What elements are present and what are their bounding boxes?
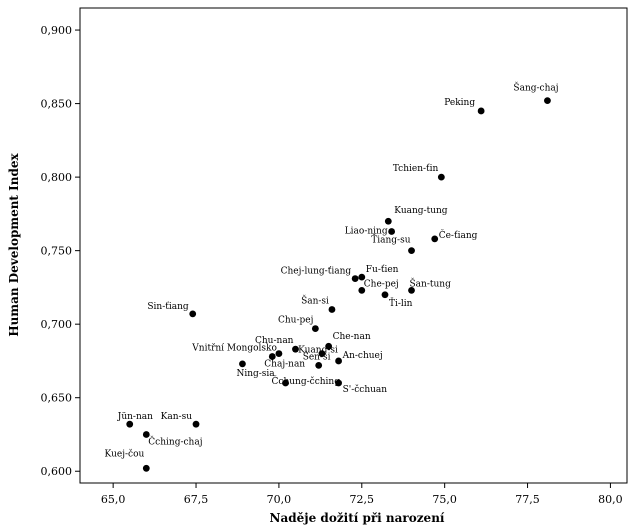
data-point <box>275 350 283 357</box>
data-point <box>239 360 246 368</box>
x-axis: 65,0 67,5 70,0 72,5 75,0 77,5 80,0 <box>101 483 623 506</box>
data-point <box>408 286 415 294</box>
y-tick-label: 0,650 <box>41 392 73 405</box>
data-point <box>328 306 336 313</box>
point-label: Jün-nan <box>117 412 153 422</box>
point-label: Vnitřní Mongolsko <box>191 343 277 354</box>
y-tick-label: 0,600 <box>41 465 73 478</box>
data-point <box>437 173 445 181</box>
point-label: Fu-ťien <box>366 264 399 275</box>
y-axis: 0,600 0,650 0,700 0,750 0,800 0,850 0,900 <box>41 24 80 478</box>
point-label: Ning-sia <box>236 369 275 379</box>
data-point <box>335 357 342 365</box>
data-point <box>381 291 389 299</box>
point-label: Šan-tung <box>410 277 452 289</box>
point-label: Che-nan <box>333 332 371 342</box>
x-tick-label: 67,5 <box>184 493 209 506</box>
x-tick-label: 70,0 <box>267 493 292 506</box>
data-point <box>292 345 299 353</box>
point-label: Kuang-tung <box>394 206 447 216</box>
data-point <box>358 273 366 281</box>
data-points <box>126 97 551 472</box>
data-point <box>142 431 150 438</box>
point-label: Peking <box>444 98 475 108</box>
y-tick-label: 0,850 <box>41 98 73 111</box>
point-label: Čchung-čching <box>272 375 341 387</box>
point-label: Če-ťiang <box>439 229 478 241</box>
data-point <box>544 97 551 105</box>
point-label: Ťi-lin <box>389 297 413 309</box>
data-point <box>431 235 439 243</box>
x-axis-title: Naděje dožití při narození <box>270 511 445 525</box>
x-tick-label: 65,0 <box>101 493 126 506</box>
data-point <box>126 420 134 428</box>
point-label: Šan-si <box>301 294 329 306</box>
x-tick-label: 72,5 <box>350 493 375 506</box>
data-point <box>325 342 333 350</box>
x-tick-label: 80,0 <box>598 493 623 506</box>
point-label: Šen-si <box>303 350 331 362</box>
point-label: Kuej-čou <box>105 448 145 459</box>
data-point <box>335 379 342 387</box>
point-label: Chej-lung-ťiang <box>281 266 352 277</box>
data-point <box>384 217 392 225</box>
point-label: Che-pej <box>364 279 399 289</box>
data-point <box>315 361 323 369</box>
point-label: Chu-pej <box>278 316 313 326</box>
point-label: Čching-chaj <box>148 435 202 447</box>
point-label: Kan-su <box>161 412 193 422</box>
point-label: Chaj-nan <box>264 360 305 370</box>
data-point <box>311 325 319 332</box>
point-label: Liao-ning <box>345 227 388 237</box>
x-tick-label: 77,5 <box>515 493 540 506</box>
y-tick-label: 0,700 <box>41 318 73 331</box>
data-point <box>358 286 366 294</box>
point-label: Sin-ťiang <box>147 301 189 312</box>
point-label: An-chuej <box>342 351 383 361</box>
point-label: Tchien-ťin <box>393 163 439 174</box>
point-label: S'-čchuan <box>343 384 388 395</box>
point-label: Šang-chaj <box>513 82 558 94</box>
point-label: Kuang-si <box>298 346 338 356</box>
data-point <box>388 228 396 235</box>
point-label: Chu-nan <box>255 336 294 346</box>
y-tick-label: 0,800 <box>41 171 73 184</box>
point-labels: Šang-chaj Peking Tchien-ťin Kuang-tung Liao-… <box>105 82 559 460</box>
data-point <box>318 350 326 357</box>
point-label: Ťiang-su <box>371 234 410 246</box>
data-point <box>282 379 289 387</box>
x-tick-label: 75,0 <box>432 493 457 506</box>
y-axis-title: Human Development Index <box>7 152 21 336</box>
data-point <box>477 107 485 115</box>
y-tick-label: 0,900 <box>41 24 73 37</box>
data-point <box>189 310 197 318</box>
data-point <box>268 353 276 360</box>
data-point <box>192 420 200 428</box>
data-point <box>408 247 415 255</box>
y-tick-label: 0,750 <box>41 245 73 258</box>
plot-area <box>79 7 628 484</box>
data-point <box>351 275 359 282</box>
data-point <box>142 464 150 472</box>
